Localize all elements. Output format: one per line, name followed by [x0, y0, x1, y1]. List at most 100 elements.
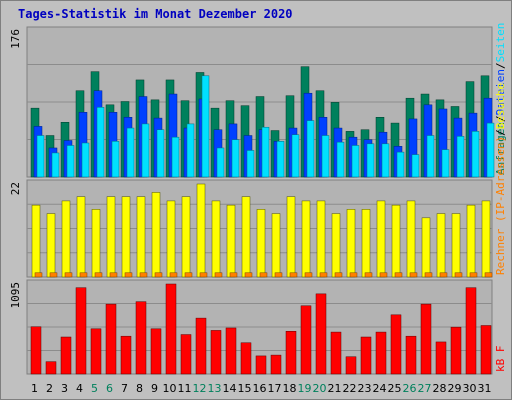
bar-rechner: [469, 272, 478, 278]
day-label: 6: [106, 382, 113, 395]
bar-besuche: [436, 213, 446, 278]
bar-seiten: [111, 141, 120, 178]
bar-seiten: [231, 139, 240, 178]
bar-kbytes: [255, 355, 267, 375]
day-label: 22: [343, 382, 357, 395]
bar-kbytes: [450, 326, 462, 375]
day-label: 11: [178, 382, 192, 395]
bar-besuche: [406, 200, 416, 278]
y-max-label: 1095: [9, 282, 22, 309]
day-label: 15: [238, 382, 252, 395]
bar-besuche: [346, 209, 356, 278]
bar-besuche: [391, 204, 401, 278]
bar-kbytes: [210, 330, 222, 375]
bar-kbytes: [165, 283, 177, 375]
bar-besuche: [271, 213, 281, 278]
bar-seiten: [396, 151, 405, 178]
bar-kbytes: [120, 335, 132, 375]
day-label: 12: [193, 382, 207, 395]
bar-seiten: [351, 145, 360, 178]
bar-besuche: [106, 196, 116, 278]
day-label: 17: [268, 382, 282, 395]
bar-rechner: [94, 272, 103, 278]
bar-seiten: [81, 142, 90, 178]
bar-seiten: [141, 123, 150, 178]
bar-rechner: [289, 272, 298, 278]
bar-seiten: [291, 134, 300, 178]
bar-rechner: [109, 272, 118, 278]
legend-entry: /: [494, 115, 507, 122]
bar-rechner: [394, 272, 403, 278]
legend-entry: /: [494, 129, 507, 136]
legend-entry: /: [494, 62, 507, 69]
bar-rechner: [439, 272, 448, 278]
bar-seiten: [441, 149, 450, 178]
bar-seiten: [51, 152, 60, 178]
bar-rechner: [244, 272, 253, 278]
bar-seiten: [156, 129, 165, 178]
bar-besuche: [451, 213, 461, 278]
day-label: 26: [403, 382, 417, 395]
bar-rechner: [424, 272, 433, 278]
bar-besuche: [196, 183, 206, 278]
bar-rechner: [319, 272, 328, 278]
bar-kbytes: [60, 336, 72, 375]
bar-seiten: [36, 135, 45, 178]
bar-kbytes: [375, 331, 387, 375]
bar-rechner: [304, 272, 313, 278]
day-label: 19: [298, 382, 312, 395]
bar-seiten: [126, 127, 135, 178]
bar-kbytes: [75, 287, 87, 375]
legend-entry: kB F: [494, 346, 507, 373]
bar-kbytes: [480, 325, 492, 375]
bar-rechner: [229, 272, 238, 278]
bar-besuche: [316, 200, 326, 278]
bar-kbytes: [45, 361, 57, 375]
bar-kbytes: [195, 317, 207, 375]
bar-kbytes: [30, 326, 42, 375]
bar-rechner: [379, 272, 388, 278]
day-label: 30: [463, 382, 477, 395]
day-label: 20: [313, 382, 327, 395]
bar-rechner: [349, 272, 358, 278]
day-label: 3: [61, 382, 68, 395]
day-label: 5: [91, 382, 98, 395]
bar-besuche: [46, 213, 56, 278]
day-label: 13: [208, 382, 222, 395]
bar-rechner: [154, 272, 163, 278]
bar-kbytes: [345, 356, 357, 375]
day-label: 7: [121, 382, 128, 395]
day-label: 2: [46, 382, 53, 395]
legend-entry: Anfragen: [494, 122, 507, 175]
bar-seiten: [471, 131, 480, 178]
bar-rechner: [409, 272, 418, 278]
bar-seiten: [426, 135, 435, 178]
day-label: 28: [433, 382, 447, 395]
bar-seiten: [66, 145, 75, 178]
day-label: 31: [478, 382, 492, 395]
bar-seiten: [486, 122, 495, 178]
bar-besuche: [241, 196, 251, 278]
bar-besuche: [121, 196, 131, 278]
bar-rechner: [79, 272, 88, 278]
bar-besuche: [331, 213, 341, 278]
bar-kbytes: [225, 327, 237, 375]
legend-entry: Rechner (IP-Adressen): [494, 136, 507, 275]
bar-besuche: [421, 217, 431, 278]
day-label: 9: [151, 382, 158, 395]
bar-besuche: [286, 196, 296, 278]
bar-kbytes: [135, 301, 147, 375]
bar-seiten: [276, 141, 285, 178]
bar-besuche: [91, 209, 101, 278]
bar-seiten: [216, 147, 225, 178]
day-label: 1: [31, 382, 38, 395]
bar-seiten: [456, 136, 465, 178]
bar-besuche: [466, 204, 476, 278]
bar-rechner: [169, 272, 178, 278]
bar-rechner: [454, 272, 463, 278]
day-label: 8: [136, 382, 143, 395]
bar-seiten: [201, 75, 210, 178]
bar-kbytes: [285, 331, 297, 375]
